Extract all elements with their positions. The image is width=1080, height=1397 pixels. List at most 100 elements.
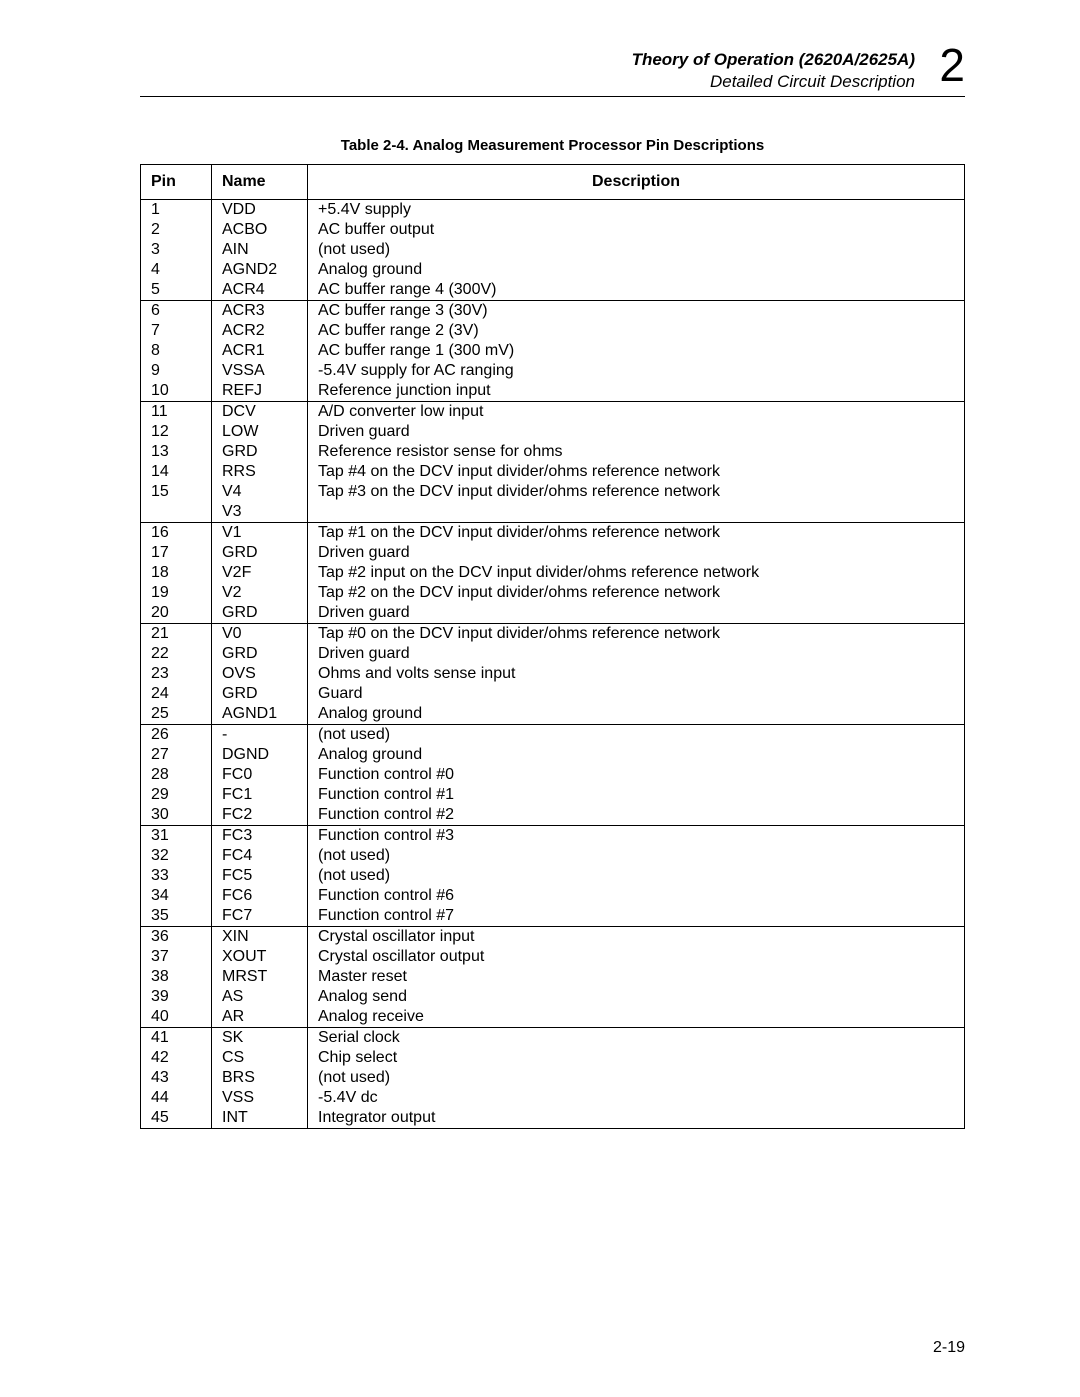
cell-desc: Integrator output <box>308 1108 965 1129</box>
cell-pin: 22 <box>141 644 212 664</box>
cell-pin: 16 <box>141 523 212 544</box>
cell-pin: 4 <box>141 260 212 280</box>
cell-name: GRD <box>212 684 308 704</box>
table-row: 13GRDReference resistor sense for ohms <box>141 442 965 462</box>
cell-name: V4 <box>212 482 308 502</box>
cell-desc: Analog receive <box>308 1007 965 1028</box>
cell-desc: AC buffer range 2 (3V) <box>308 321 965 341</box>
cell-name: GRD <box>212 644 308 664</box>
cell-desc: (not used) <box>308 866 965 886</box>
cell-pin: 37 <box>141 947 212 967</box>
cell-desc: (not used) <box>308 1068 965 1088</box>
cell-pin: 30 <box>141 805 212 826</box>
cell-pin: 31 <box>141 826 212 847</box>
cell-pin: 10 <box>141 381 212 402</box>
table-row: 24GRDGuard <box>141 684 965 704</box>
cell-name: RRS <box>212 462 308 482</box>
cell-name: VDD <box>212 200 308 221</box>
cell-name: ACR4 <box>212 280 308 301</box>
cell-name: FC0 <box>212 765 308 785</box>
table-header-row: Pin Name Description <box>141 165 965 200</box>
cell-pin: 34 <box>141 886 212 906</box>
table-row: 7ACR2AC buffer range 2 (3V) <box>141 321 965 341</box>
table-row: 11DCVA/D converter low input <box>141 402 965 423</box>
table-row: 37XOUTCrystal oscillator output <box>141 947 965 967</box>
cell-desc: Function control #2 <box>308 805 965 826</box>
cell-desc: A/D converter low input <box>308 402 965 423</box>
cell-desc: Driven guard <box>308 543 965 563</box>
cell-desc: Function control #6 <box>308 886 965 906</box>
table-row: 4AGND2Analog ground <box>141 260 965 280</box>
cell-pin: 33 <box>141 866 212 886</box>
cell-pin: 14 <box>141 462 212 482</box>
cell-name: FC3 <box>212 826 308 847</box>
cell-desc: (not used) <box>308 240 965 260</box>
table-row: 20GRDDriven guard <box>141 603 965 624</box>
cell-desc: Function control #3 <box>308 826 965 847</box>
cell-pin: 29 <box>141 785 212 805</box>
cell-desc: Tap #3 on the DCV input divider/ohms ref… <box>308 482 965 502</box>
cell-name: FC1 <box>212 785 308 805</box>
table-row: 35FC7Function control #7 <box>141 906 965 927</box>
cell-name: XIN <box>212 927 308 948</box>
cell-name: SK <box>212 1028 308 1049</box>
cell-name: AIN <box>212 240 308 260</box>
table-row: 39ASAnalog send <box>141 987 965 1007</box>
cell-name: INT <box>212 1108 308 1129</box>
table-row: 44VSS-5.4V dc <box>141 1088 965 1108</box>
cell-desc: -5.4V supply for AC ranging <box>308 361 965 381</box>
page-number: 2-19 <box>933 1339 965 1357</box>
cell-name: FC2 <box>212 805 308 826</box>
cell-name: ACBO <box>212 220 308 240</box>
cell-pin: 17 <box>141 543 212 563</box>
cell-pin: 40 <box>141 1007 212 1028</box>
cell-name: GRD <box>212 543 308 563</box>
cell-pin: 1 <box>141 200 212 221</box>
cell-pin: 25 <box>141 704 212 725</box>
table-row: 45INTIntegrator output <box>141 1108 965 1129</box>
table-row: 23OVSOhms and volts sense input <box>141 664 965 684</box>
cell-desc: Analog ground <box>308 704 965 725</box>
table-row: 3AIN(not used) <box>141 240 965 260</box>
cell-name: VSS <box>212 1088 308 1108</box>
table-row: V3 <box>141 502 965 523</box>
cell-pin: 27 <box>141 745 212 765</box>
cell-name: MRST <box>212 967 308 987</box>
table-row: 16V1Tap #1 on the DCV input divider/ohms… <box>141 523 965 544</box>
table-row: 6ACR3AC buffer range 3 (30V) <box>141 301 965 322</box>
cell-pin: 6 <box>141 301 212 322</box>
cell-pin: 42 <box>141 1048 212 1068</box>
cell-name: V3 <box>212 502 308 523</box>
cell-pin: 35 <box>141 906 212 927</box>
table-row: 31FC3Function control #3 <box>141 826 965 847</box>
cell-pin: 12 <box>141 422 212 442</box>
cell-name: OVS <box>212 664 308 684</box>
cell-pin: 45 <box>141 1108 212 1129</box>
table-row: 32FC4(not used) <box>141 846 965 866</box>
cell-pin: 23 <box>141 664 212 684</box>
cell-pin: 9 <box>141 361 212 381</box>
cell-pin: 38 <box>141 967 212 987</box>
cell-desc: Guard <box>308 684 965 704</box>
col-name: Name <box>212 165 308 200</box>
cell-name: XOUT <box>212 947 308 967</box>
cell-desc: Serial clock <box>308 1028 965 1049</box>
cell-name: DCV <box>212 402 308 423</box>
col-desc: Description <box>308 165 965 200</box>
page: Theory of Operation (2620A/2625A) Detail… <box>0 0 1080 1397</box>
cell-desc: AC buffer output <box>308 220 965 240</box>
cell-desc: Tap #4 on the DCV input divider/ohms ref… <box>308 462 965 482</box>
cell-desc: Analog send <box>308 987 965 1007</box>
cell-name: GRD <box>212 603 308 624</box>
table-row: 33FC5(not used) <box>141 866 965 886</box>
cell-name: VSSA <box>212 361 308 381</box>
cell-pin: 26 <box>141 725 212 746</box>
cell-pin: 36 <box>141 927 212 948</box>
cell-desc: AC buffer range 1 (300 mV) <box>308 341 965 361</box>
cell-name: REFJ <box>212 381 308 402</box>
cell-desc: Function control #1 <box>308 785 965 805</box>
cell-name: V1 <box>212 523 308 544</box>
cell-pin: 7 <box>141 321 212 341</box>
cell-pin <box>141 502 212 523</box>
cell-name: V2F <box>212 563 308 583</box>
